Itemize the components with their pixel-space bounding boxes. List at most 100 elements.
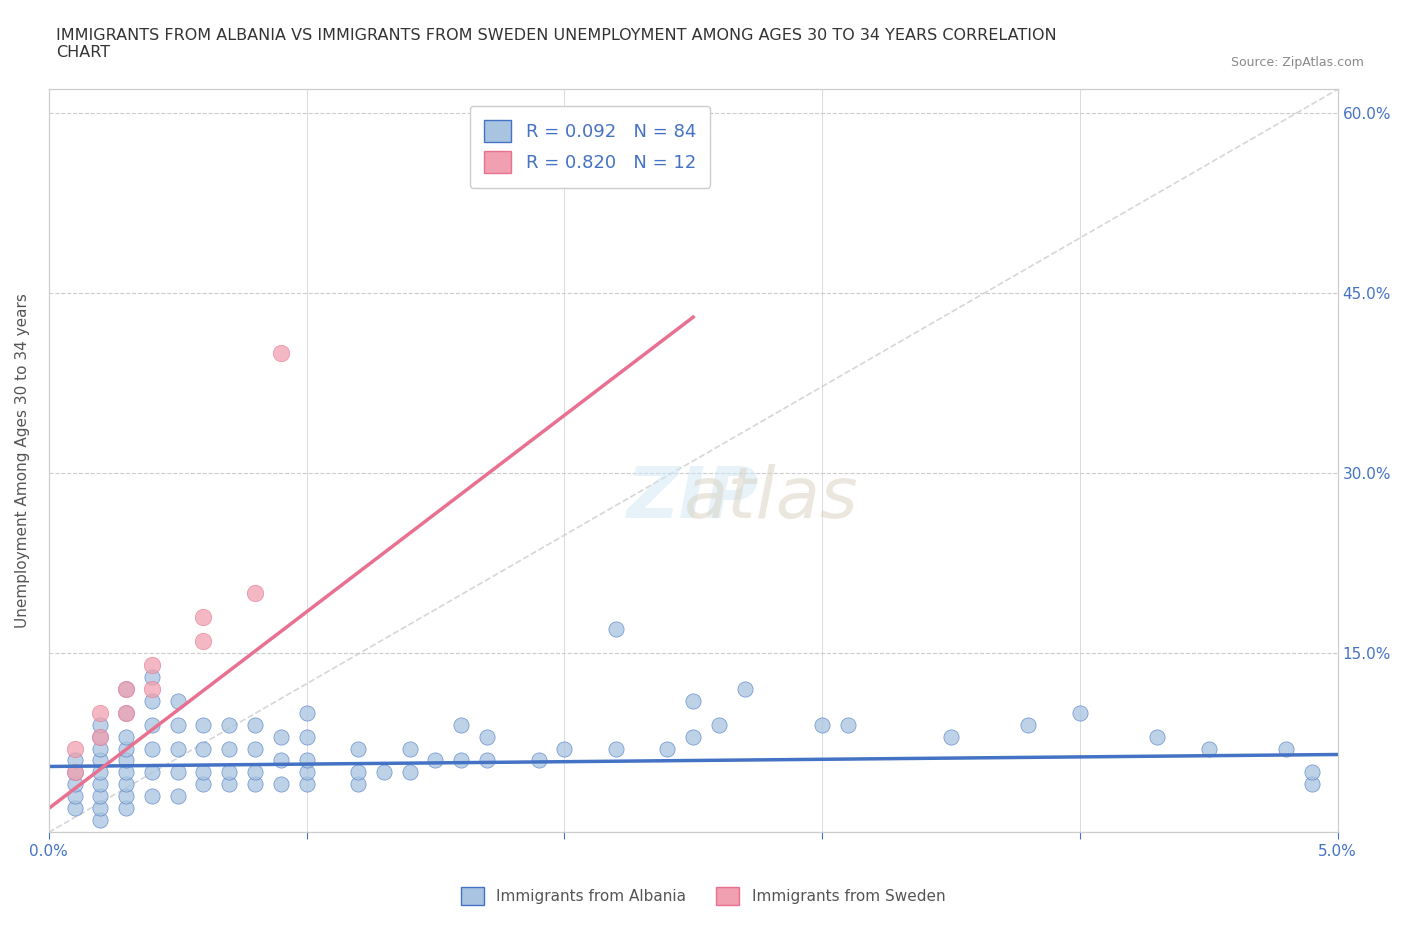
Point xyxy=(295,729,318,744)
Point xyxy=(141,658,163,672)
Point xyxy=(605,741,627,756)
Point xyxy=(1198,741,1220,756)
Point xyxy=(193,609,215,624)
Point xyxy=(166,693,188,708)
Point xyxy=(837,717,859,732)
Point xyxy=(295,753,318,768)
Point xyxy=(63,765,86,780)
Point xyxy=(115,705,138,720)
Point xyxy=(218,777,240,792)
Point xyxy=(243,717,266,732)
Point xyxy=(682,729,704,744)
Point xyxy=(553,741,575,756)
Point xyxy=(115,765,138,780)
Point xyxy=(450,753,472,768)
Point xyxy=(115,681,138,696)
Point xyxy=(115,741,138,756)
Point xyxy=(115,801,138,816)
Point xyxy=(295,705,318,720)
Point xyxy=(193,765,215,780)
Point xyxy=(63,741,86,756)
Text: IMMIGRANTS FROM ALBANIA VS IMMIGRANTS FROM SWEDEN UNEMPLOYMENT AMONG AGES 30 TO : IMMIGRANTS FROM ALBANIA VS IMMIGRANTS FR… xyxy=(56,28,1057,60)
Point xyxy=(398,765,420,780)
Point xyxy=(707,717,730,732)
Point xyxy=(63,753,86,768)
Point xyxy=(166,789,188,804)
Point xyxy=(1301,765,1323,780)
Point xyxy=(141,741,163,756)
Point xyxy=(115,681,138,696)
Point xyxy=(115,753,138,768)
Point xyxy=(243,765,266,780)
Point xyxy=(939,729,962,744)
Point xyxy=(63,789,86,804)
Point xyxy=(166,717,188,732)
Text: Source: ZipAtlas.com: Source: ZipAtlas.com xyxy=(1230,56,1364,69)
Point xyxy=(347,741,370,756)
Y-axis label: Unemployment Among Ages 30 to 34 years: Unemployment Among Ages 30 to 34 years xyxy=(15,294,30,629)
Point xyxy=(193,633,215,648)
Point xyxy=(657,741,679,756)
Point xyxy=(89,705,111,720)
Point xyxy=(243,585,266,600)
Point xyxy=(141,693,163,708)
Point xyxy=(63,801,86,816)
Point xyxy=(398,741,420,756)
Point xyxy=(734,681,756,696)
Point xyxy=(682,693,704,708)
Point xyxy=(89,729,111,744)
Point xyxy=(193,777,215,792)
Point xyxy=(193,741,215,756)
Point xyxy=(425,753,447,768)
Point xyxy=(89,753,111,768)
Point xyxy=(218,765,240,780)
Point xyxy=(347,777,370,792)
Point xyxy=(347,765,370,780)
Point xyxy=(218,741,240,756)
Point xyxy=(811,717,834,732)
Point xyxy=(89,777,111,792)
Point xyxy=(141,681,163,696)
Point xyxy=(141,789,163,804)
Point xyxy=(243,741,266,756)
Point xyxy=(89,813,111,828)
Point xyxy=(89,789,111,804)
Point xyxy=(243,777,266,792)
Point xyxy=(89,741,111,756)
Point xyxy=(1017,717,1039,732)
Point xyxy=(1275,741,1298,756)
Point xyxy=(1146,729,1168,744)
Point xyxy=(141,670,163,684)
Text: atlas: atlas xyxy=(683,463,858,533)
Point xyxy=(475,753,498,768)
Point xyxy=(450,717,472,732)
Point xyxy=(373,765,395,780)
Point xyxy=(89,801,111,816)
Legend: Immigrants from Albania, Immigrants from Sweden: Immigrants from Albania, Immigrants from… xyxy=(453,879,953,913)
Point xyxy=(89,717,111,732)
Point xyxy=(115,789,138,804)
Point xyxy=(63,777,86,792)
Point xyxy=(166,741,188,756)
Point xyxy=(270,753,292,768)
Legend: R = 0.092   N = 84, R = 0.820   N = 12: R = 0.092 N = 84, R = 0.820 N = 12 xyxy=(470,106,710,188)
Point xyxy=(605,621,627,636)
Point xyxy=(527,753,550,768)
Point xyxy=(141,717,163,732)
Point xyxy=(115,705,138,720)
Point xyxy=(1301,777,1323,792)
Point xyxy=(270,777,292,792)
Point xyxy=(166,765,188,780)
Point xyxy=(89,765,111,780)
Point xyxy=(295,765,318,780)
Point xyxy=(193,717,215,732)
Point xyxy=(141,765,163,780)
Point xyxy=(115,777,138,792)
Point xyxy=(270,346,292,361)
Point xyxy=(218,717,240,732)
Point xyxy=(89,729,111,744)
Point xyxy=(295,777,318,792)
Text: ZIP: ZIP xyxy=(627,463,759,533)
Point xyxy=(475,729,498,744)
Point xyxy=(270,729,292,744)
